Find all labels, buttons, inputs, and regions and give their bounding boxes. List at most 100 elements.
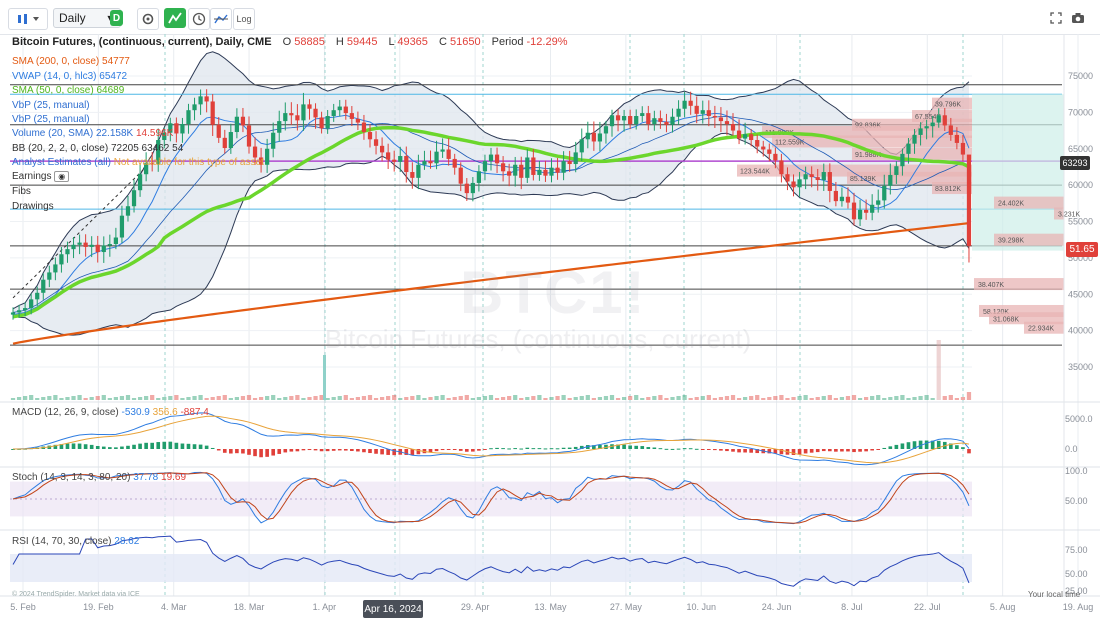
compare-icon[interactable] [210, 8, 232, 30]
legend-sma50[interactable]: SMA (50, 0, close) 64689 [12, 85, 124, 96]
candle-body [422, 161, 427, 165]
volume-bar [603, 396, 609, 400]
macd-histogram-bar [428, 449, 433, 453]
macd-histogram-bar [59, 444, 64, 449]
macd-histogram-bar [392, 449, 397, 456]
candle-body [567, 161, 572, 165]
candle-body [736, 130, 742, 139]
candle-body [47, 272, 52, 280]
legend-analyst[interactable]: Analyst Estimates (all) Not available fo… [12, 157, 264, 168]
macd-histogram-bar [900, 443, 905, 449]
volume-bar [210, 397, 215, 400]
volume-bar [561, 395, 566, 400]
macd-histogram-bar [731, 449, 735, 452]
legend-volume-v2: 14.596K [135, 128, 174, 139]
volume-bar [258, 397, 264, 400]
legend-drawings[interactable]: Drawings [12, 201, 54, 212]
volume-bar [882, 398, 887, 400]
volume-bar [845, 396, 851, 400]
chart-type-button[interactable] [8, 8, 48, 30]
x-tick-label: 18. Mar [234, 602, 265, 612]
eye-icon[interactable]: ◉ [54, 171, 70, 182]
macd-histogram-bar [222, 449, 227, 453]
rsi-tick-label: 50.00 [1065, 569, 1088, 579]
trend-line [12, 166, 147, 299]
clock-icon[interactable] [188, 8, 210, 30]
volume-bar [150, 395, 155, 400]
x-tick-label: 24. Jun [762, 602, 792, 612]
rsi-legend[interactable]: RSI (14, 70, 30, close) 28.62 [12, 536, 139, 547]
volume-bar [470, 398, 475, 400]
legend-vbp-1[interactable]: VbP (25, manual) [12, 100, 90, 111]
candle-body [591, 132, 596, 142]
price-tick-label: 75000 [1068, 71, 1093, 81]
stoch-v1: 37.78 [133, 472, 159, 483]
candle-body [494, 154, 500, 164]
candle-body [870, 204, 875, 213]
macd-histogram-bar [513, 448, 518, 450]
legend-sma200[interactable]: SMA (200, 0, close) 54777 [12, 56, 130, 67]
x-tick-label: 1. Apr [313, 602, 337, 612]
candle-body [664, 121, 669, 125]
macd-histogram-bar [682, 448, 687, 450]
legend-earnings[interactable]: Earnings ◉ [12, 171, 70, 182]
volume-bar [803, 395, 808, 400]
volume-bar [718, 397, 724, 400]
fullscreen-icon[interactable] [1047, 8, 1065, 28]
stoch-legend[interactable]: Stoch (14, 3, 14, 3, 80, 20) 37.78 19.69 [12, 472, 186, 483]
camera-icon[interactable] [1069, 8, 1087, 28]
vbp-bar [852, 147, 972, 160]
candle-body [337, 106, 342, 111]
volume-bar [180, 398, 185, 400]
chart-canvas[interactable]: 39.796K67.554K92.836K111.808K112.559K91.… [0, 34, 1100, 624]
macd-histogram-bar [325, 449, 330, 452]
candle-body [900, 153, 905, 167]
candle-body [162, 132, 167, 141]
copyright: © 2024 TrendSpider. Market data via ICE [12, 591, 140, 598]
volume-bar [265, 396, 270, 400]
volume-bar [724, 396, 730, 400]
macd-v3: -887.4 [180, 407, 209, 418]
macd-histogram-bar [89, 444, 94, 449]
gear-icon[interactable] [137, 8, 159, 30]
indicators-icon[interactable] [164, 8, 186, 28]
legend-bb-v1: 72205 [110, 143, 139, 154]
macd-histogram-bar [11, 449, 15, 450]
legend-volume[interactable]: Volume (20, SMA) 22.158K 14.596K [12, 128, 173, 139]
candles-icon [18, 14, 39, 24]
volume-bar [549, 397, 554, 400]
vbp-bar [994, 196, 1064, 209]
legend-fibs[interactable]: Fibs [12, 186, 31, 197]
volume-bar [500, 397, 506, 400]
legend-bb[interactable]: BB (20, 2, 2, 0, close) 72205 63462 54 [12, 143, 183, 154]
macd-histogram-bar [767, 449, 772, 454]
volume-bar [361, 396, 367, 400]
candle-body [966, 154, 972, 246]
macd-histogram-bar [846, 449, 850, 452]
legend-vwap[interactable]: VWAP (14, 0, hlc3) 65472 [12, 71, 127, 82]
close-label: C [438, 36, 447, 48]
macd-histogram-bar [821, 449, 826, 452]
log-scale-button[interactable]: Log [233, 8, 255, 30]
volume-bar [537, 395, 542, 400]
candle-body [845, 196, 851, 203]
volume-bar [331, 397, 336, 400]
volume-bar [446, 398, 451, 400]
candle-body [718, 117, 724, 122]
candle-body [113, 237, 118, 245]
candle-body [29, 299, 34, 309]
timeframe-select[interactable]: Daily▼ [53, 8, 121, 28]
macd-histogram-bar [495, 447, 499, 449]
candle-body [839, 196, 845, 202]
candle-body [440, 149, 445, 152]
sma200-line [12, 222, 970, 345]
legend-vbp-2[interactable]: VbP (25, manual) [12, 114, 90, 125]
volume-bar [234, 397, 240, 400]
macd-histogram-bar [253, 449, 257, 457]
price-tick-label: 35000 [1068, 362, 1093, 372]
volume-bar [137, 397, 143, 400]
macd-legend[interactable]: MACD (12, 26, 9, close) -530.9 356.6 -88… [12, 407, 209, 418]
watermark-name: Bitcoin Futures, (continuous, current) [325, 324, 752, 354]
volume-bar [567, 398, 572, 400]
candle-body [65, 249, 70, 255]
